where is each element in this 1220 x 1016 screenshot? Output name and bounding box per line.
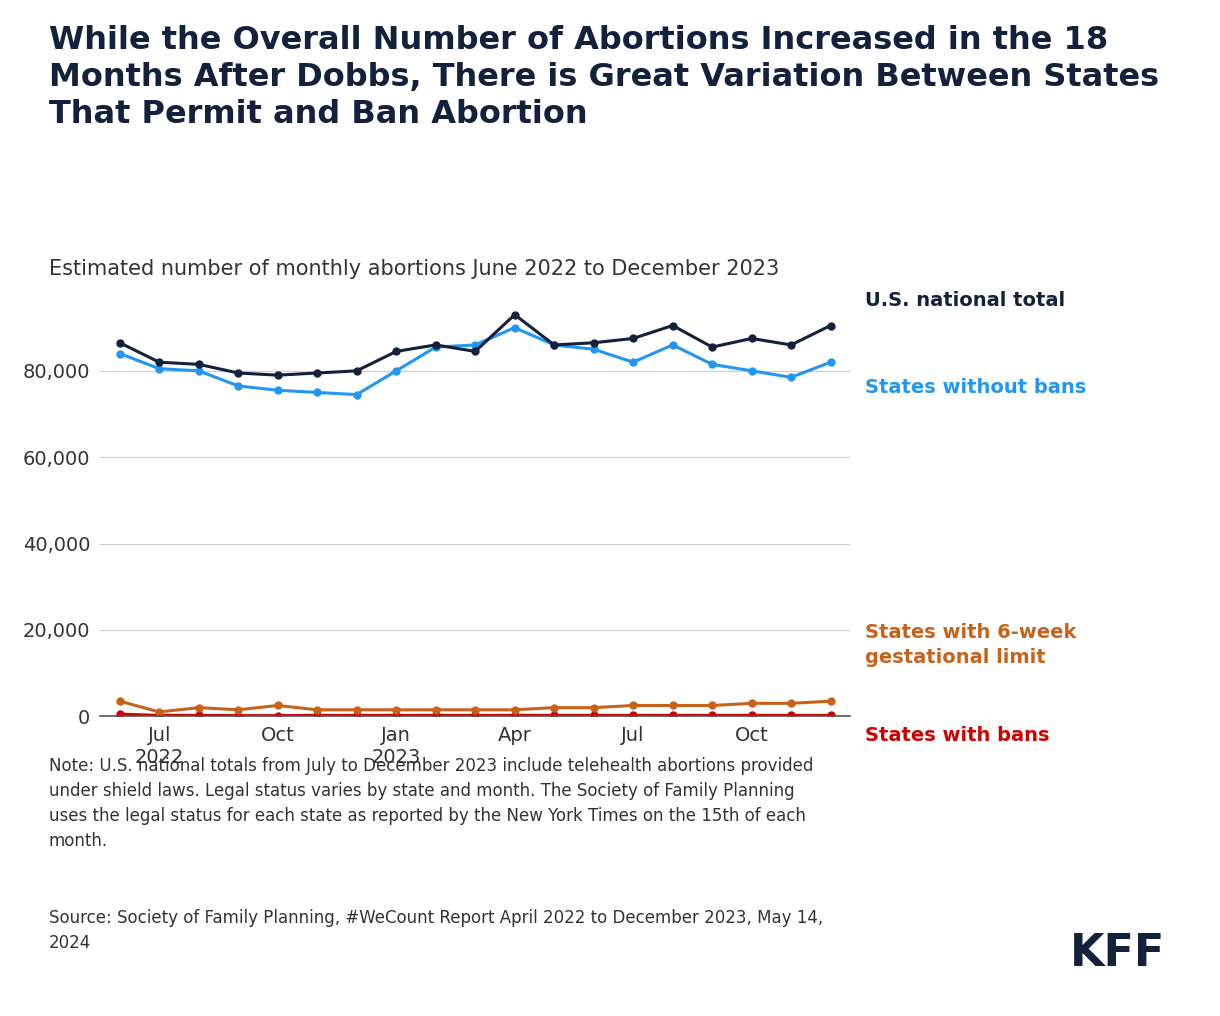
- Text: Note: U.S. national totals from July to December 2023 include telehealth abortio: Note: U.S. national totals from July to …: [49, 757, 814, 850]
- Text: States with 6-week
gestational limit: States with 6-week gestational limit: [865, 623, 1076, 668]
- Text: Estimated number of monthly abortions June 2022 to December 2023: Estimated number of monthly abortions Ju…: [49, 259, 780, 279]
- Text: States with bans: States with bans: [865, 726, 1049, 746]
- Text: KFF: KFF: [1070, 933, 1165, 975]
- Text: U.S. national total: U.S. national total: [865, 291, 1065, 310]
- Text: Source: Society of Family Planning, #WeCount Report April 2022 to December 2023,: Source: Society of Family Planning, #WeC…: [49, 909, 824, 952]
- Text: While the Overall Number of Abortions Increased in the 18
Months After Dobbs, Th: While the Overall Number of Abortions In…: [49, 25, 1159, 130]
- Text: States without bans: States without bans: [865, 378, 1086, 397]
